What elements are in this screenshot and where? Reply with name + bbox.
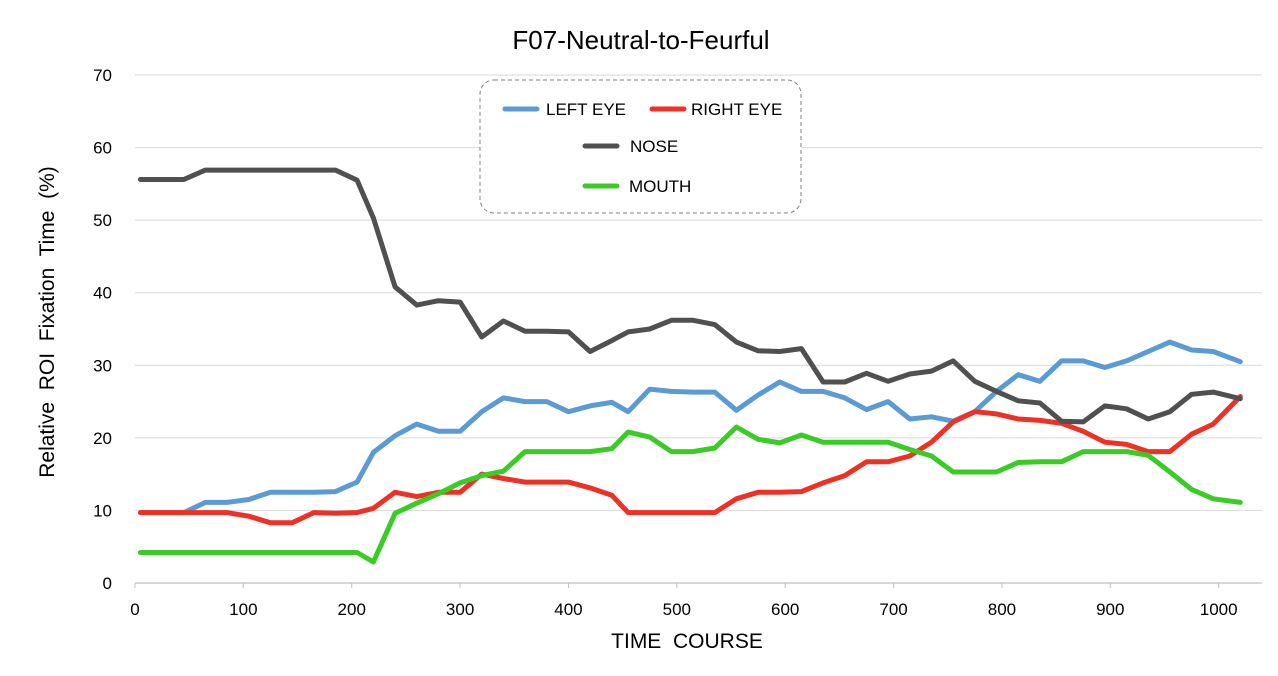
y-tick-label: 30 [93,356,112,375]
x-tick-label: 400 [554,600,582,619]
legend-label-nose: NOSE [630,137,678,156]
y-axis-title: Relative ROI Fixation Time (%) [36,166,59,478]
x-tick-label: 200 [338,600,366,619]
y-tick-label: 20 [93,429,112,448]
x-tick-marks [134,583,1220,588]
y-tick-label: 40 [93,284,112,303]
y-tick-label: 50 [93,211,112,230]
series-line-mouth [137,424,1243,565]
x-tick-label: 500 [663,600,691,619]
y-tick-label: 0 [103,574,112,593]
y-tick-labels: 0 10 20 30 40 50 60 70 [93,66,112,593]
x-tick-label: 700 [879,600,907,619]
y-tick-label: 10 [93,501,112,520]
x-axis-title: TIME COURSE [611,630,763,653]
legend-label-left-eye: LEFT EYE [546,100,626,119]
legend-box [479,79,802,214]
x-tick-label: 900 [1096,600,1124,619]
series-line-right-eye [137,394,1243,526]
legend-items: LEFT EYE RIGHT EYE NOSE MOUTH [502,100,782,196]
x-tick-label: 800 [988,600,1016,619]
x-tick-labels: 0 100 200 300 400 500 600 700 800 900 1000 [130,600,1237,619]
x-tick-label: 600 [771,600,799,619]
legend-label-right-eye: RIGHT EYE [691,100,782,119]
legend-label-mouth: MOUTH [629,177,691,196]
legend: LEFT EYE RIGHT EYE NOSE MOUTH [479,79,802,214]
series-line-nose [137,167,1243,425]
x-tick-label: 0 [130,600,139,619]
x-tick-label: 300 [446,600,474,619]
y-tick-label: 60 [93,139,112,158]
series-lines [137,167,1243,565]
x-tick-label: 100 [229,600,257,619]
x-tick-label: 1000 [1200,600,1238,619]
chart-title: F07-Neutral-to-Feurful [512,25,769,55]
series-line-left-eye [137,339,1243,516]
y-tick-label: 70 [93,66,112,85]
